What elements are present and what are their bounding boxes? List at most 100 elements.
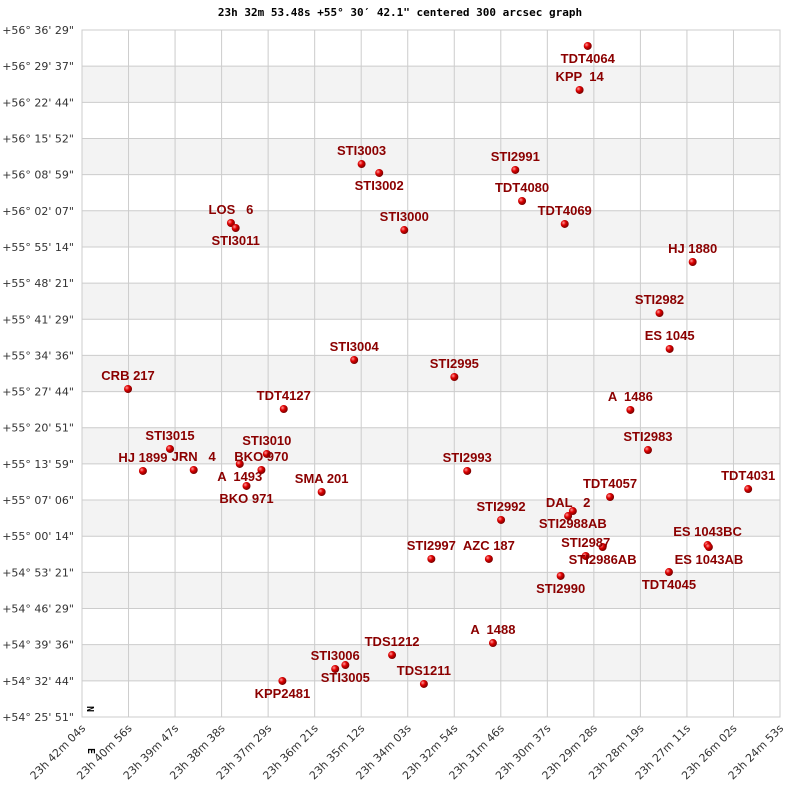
star-label: STI2995 xyxy=(430,356,479,371)
y-tick-label: +54° 39' 36" xyxy=(2,639,74,652)
compass-east: E xyxy=(85,748,96,754)
star-point[interactable] xyxy=(581,551,590,560)
star-point[interactable] xyxy=(235,459,244,468)
star-point[interactable] xyxy=(518,197,527,206)
star-label: STI2992 xyxy=(476,499,525,514)
star-point[interactable] xyxy=(556,571,565,580)
star-label: STI2991 xyxy=(491,149,540,164)
star-label: TDS1212 xyxy=(365,634,420,649)
star-label: A 1493 xyxy=(217,469,262,484)
star-point[interactable] xyxy=(231,224,240,233)
star-point[interactable] xyxy=(626,405,635,414)
star-label: TDT4127 xyxy=(257,388,311,403)
star-label: TDT4064 xyxy=(561,51,616,66)
y-tick-label: +54° 32' 44" xyxy=(2,675,74,688)
star-labels: TDT4064 KPP 14 STI3003 STI3002 STI2991 TDT408… xyxy=(101,51,775,701)
star-point[interactable] xyxy=(331,664,340,673)
star-label: A 1488 xyxy=(470,622,515,637)
star-point[interactable] xyxy=(564,512,573,521)
star-point[interactable] xyxy=(463,466,472,475)
star-point[interactable] xyxy=(375,168,384,177)
star-label: STI2982 xyxy=(635,292,684,307)
star-point[interactable] xyxy=(189,466,198,475)
star-point[interactable] xyxy=(643,446,652,455)
star-point[interactable] xyxy=(226,219,235,228)
star-point[interactable] xyxy=(598,543,607,552)
star-point[interactable] xyxy=(427,554,436,563)
star-point[interactable] xyxy=(511,165,520,174)
star-point[interactable] xyxy=(262,449,271,458)
star-point[interactable] xyxy=(655,309,664,318)
star-label: ES 1043AB xyxy=(675,552,744,567)
star-point[interactable] xyxy=(583,41,592,50)
star-label: TDT4057 xyxy=(583,476,637,491)
star-point[interactable] xyxy=(484,554,493,563)
y-tick-label: +55° 34' 36" xyxy=(2,349,74,362)
grid-stripe xyxy=(82,500,780,537)
star-point[interactable] xyxy=(664,568,673,577)
star-label: STI3005 xyxy=(321,670,370,685)
star-label: STI2983 xyxy=(623,429,672,444)
star-label: DAL 2 xyxy=(546,495,591,510)
star-label: STI2986AB xyxy=(569,552,637,567)
y-axis-ticks: +56° 36' 29" +56° 29' 37" +56° 22' 44" +56°… xyxy=(2,24,74,724)
y-tick-label: +54° 46' 29" xyxy=(2,603,74,616)
star-label: STI3015 xyxy=(145,428,194,443)
star-point[interactable] xyxy=(388,651,397,660)
star-point[interactable] xyxy=(350,356,359,365)
star-point[interactable] xyxy=(400,226,409,235)
grid-stripe xyxy=(82,644,780,681)
star-label: LOS 6 xyxy=(209,202,254,217)
star-label: A 1486 xyxy=(608,389,653,404)
star-point[interactable] xyxy=(419,679,428,688)
grid-stripe xyxy=(82,66,780,103)
star-point[interactable] xyxy=(257,466,266,475)
y-tick-label: +56° 15' 52" xyxy=(2,132,74,145)
star-label: JRN 4 xyxy=(172,449,217,464)
y-tick-label: +54° 53' 21" xyxy=(2,566,74,579)
star-point[interactable] xyxy=(488,639,497,648)
star-point[interactable] xyxy=(242,481,251,490)
plot-frame xyxy=(81,29,781,718)
star-point[interactable] xyxy=(575,85,584,94)
star-point[interactable] xyxy=(357,160,366,169)
star-label: STI3006 xyxy=(311,648,360,663)
star-point[interactable] xyxy=(279,404,288,413)
star-point[interactable] xyxy=(688,258,697,267)
star-point[interactable] xyxy=(341,661,350,670)
star-point[interactable] xyxy=(138,466,147,475)
y-tick-label: +56° 02' 07" xyxy=(2,205,74,218)
star-point[interactable] xyxy=(568,507,577,516)
grid-stripe xyxy=(82,572,780,609)
star-point[interactable] xyxy=(665,344,674,353)
star-label: STI2997 xyxy=(407,538,456,553)
star-point[interactable] xyxy=(704,543,713,552)
star-label: SMA 201 xyxy=(295,471,349,486)
star-point[interactable] xyxy=(606,492,615,501)
star-point[interactable] xyxy=(124,385,133,394)
star-point[interactable] xyxy=(744,485,753,494)
star-point[interactable] xyxy=(497,515,506,524)
grid-stripe xyxy=(82,427,780,464)
star-label: KPP2481 xyxy=(255,686,311,701)
star-point[interactable] xyxy=(278,676,287,685)
star-label: STI3000 xyxy=(380,209,429,224)
star-point[interactable] xyxy=(560,219,569,228)
star-label: BKO 970 xyxy=(234,449,288,464)
star-label: STI2988AB xyxy=(539,516,607,531)
y-tick-label: +55° 00' 14" xyxy=(2,530,74,543)
y-tick-label: +55° 27' 44" xyxy=(2,386,74,399)
y-tick-label: +55° 55' 14" xyxy=(2,241,74,254)
star-label: TDT4045 xyxy=(642,577,696,592)
star-label: HJ 1880 xyxy=(668,241,717,256)
star-point[interactable] xyxy=(166,444,175,453)
star-point[interactable] xyxy=(450,373,459,382)
grid-stripe xyxy=(82,138,780,175)
star-label: HJ 1899 xyxy=(118,450,167,465)
chart-title: 23h 32m 53.48s +55° 30′ 42.1" centered 3… xyxy=(218,6,582,19)
star-label: STI3004 xyxy=(330,339,380,354)
star-label: STI3011 xyxy=(211,233,259,248)
star-point[interactable] xyxy=(317,488,326,497)
